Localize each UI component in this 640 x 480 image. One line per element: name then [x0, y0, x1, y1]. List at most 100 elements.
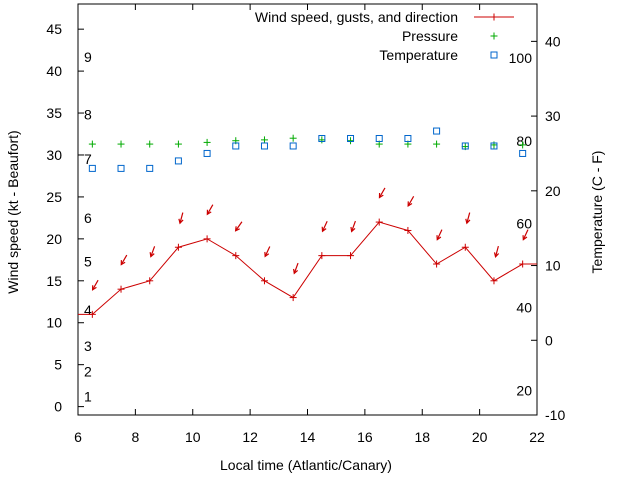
temperature-point [404, 135, 412, 143]
arrow-shaft [407, 196, 415, 207]
temperature-point [174, 157, 182, 165]
x-tick-label: 18 [414, 429, 430, 445]
pressure-point [174, 140, 182, 148]
temperature-point [232, 142, 240, 150]
arrow-shaft [466, 212, 471, 224]
beaufort-label: 6 [84, 210, 92, 226]
y-tick-label: 25 [46, 189, 62, 205]
pressure-point [433, 140, 441, 148]
y-tick-label: 30 [46, 147, 62, 163]
pressure-point [347, 137, 355, 145]
arrow-shaft [293, 262, 299, 274]
wind-point [519, 260, 527, 268]
fahrenheit-label: 100 [509, 50, 533, 66]
legend: Wind speed, gusts, and direction Pressure… [255, 9, 514, 63]
x-tick-label: 8 [131, 429, 139, 445]
wind-direction-arrow [293, 262, 299, 275]
temperature-point [433, 127, 441, 135]
temperature-point [146, 164, 154, 172]
y-tick-label: 0 [54, 399, 62, 415]
pressure-point [260, 136, 268, 144]
wind-direction-arrow [206, 204, 214, 216]
wind-point [461, 243, 469, 251]
arrow-head [149, 252, 155, 258]
wind-point [88, 310, 96, 318]
wind-point [203, 235, 211, 243]
wind-point [289, 294, 297, 302]
wind-point [404, 226, 412, 234]
temperature-point [117, 164, 125, 172]
wind-point [318, 252, 326, 260]
legend-temperature: Temperature [379, 47, 498, 63]
series-marks [78, 127, 537, 318]
wind-point [117, 285, 125, 293]
legend-wind-label: Wind speed, gusts, and direction [255, 9, 458, 25]
wind-point [375, 218, 383, 226]
scale-conversion-labels: 1 2 3 4 5 6 7 8 9 20 40 60 80 100 [84, 49, 532, 405]
arrow-shaft [120, 254, 128, 265]
wind-direction-arrow [407, 196, 415, 207]
arrow-head [321, 226, 327, 233]
arrow-head [178, 218, 184, 225]
arrow-head [91, 285, 97, 291]
pressure-point [146, 140, 154, 148]
x-tick-label: 12 [242, 429, 258, 445]
y2-tick-label: 20 [545, 183, 561, 199]
beaufort-label: 1 [84, 389, 92, 405]
y-axis-label: Wind speed (kt - Beaufort) [5, 130, 21, 293]
fahrenheit-label: 20 [516, 382, 532, 398]
legend-pressure: Pressure [402, 28, 498, 44]
x-tick-label: 6 [74, 429, 82, 445]
arrow-shaft [264, 246, 271, 257]
legend-temperature-marker [490, 51, 498, 59]
y-tick-label: 40 [46, 63, 62, 79]
y-tick-label: 10 [46, 315, 62, 331]
wind-direction-arrow [321, 221, 328, 233]
beaufort-label: 9 [84, 49, 92, 65]
arrow-head [350, 226, 356, 233]
temperature-point [88, 164, 96, 172]
beaufort-label: 3 [84, 338, 92, 354]
x-axis-label: Local time (Atlantic/Canary) [220, 457, 392, 473]
y2-tick-label: 40 [545, 33, 561, 49]
arrow-head [465, 218, 471, 225]
axis-tick-labels: 6 8 10 12 14 16 18 20 22051015202530354045-10010… [46, 21, 565, 445]
wind-point [232, 252, 240, 260]
wind-direction-arrow [493, 245, 500, 258]
wind-direction-arrow [350, 220, 356, 233]
legend-wind: Wind speed, gusts, and direction [255, 9, 514, 25]
pressure-point [289, 134, 297, 142]
pressure-point [88, 140, 96, 148]
arrow-shaft [179, 212, 184, 224]
legend-temperature-label: Temperature [379, 47, 458, 63]
temperature-point [203, 149, 211, 157]
legend-pressure-marker [490, 32, 498, 40]
x-tick-label: 10 [185, 429, 201, 445]
wind-direction-arrow [91, 279, 99, 291]
temperature-point [519, 149, 527, 157]
arrow-head [493, 252, 500, 258]
arrow-shaft [494, 245, 499, 257]
arrow-shaft [206, 204, 214, 215]
arrow-shaft [321, 221, 328, 232]
arrow-head [120, 260, 126, 266]
arrow-shaft [235, 221, 243, 232]
arrow-shaft [351, 220, 356, 232]
arrow-head [436, 235, 442, 241]
y-tick-label: 5 [54, 357, 62, 373]
arrow-shaft [150, 246, 156, 257]
y-tick-label: 15 [46, 273, 62, 289]
fahrenheit-label: 60 [516, 216, 532, 232]
wind-direction-arrow [149, 246, 156, 258]
beaufort-label: 7 [84, 151, 92, 167]
wind-direction-arrow [465, 212, 471, 225]
temperature-point [260, 142, 268, 150]
wind-point [347, 252, 355, 260]
wind-direction-arrow [120, 254, 128, 266]
wind-direction-arrow [522, 229, 529, 241]
arrow-head [264, 251, 270, 258]
y2-tick-label: 10 [545, 258, 561, 274]
arrow-head [407, 201, 413, 207]
